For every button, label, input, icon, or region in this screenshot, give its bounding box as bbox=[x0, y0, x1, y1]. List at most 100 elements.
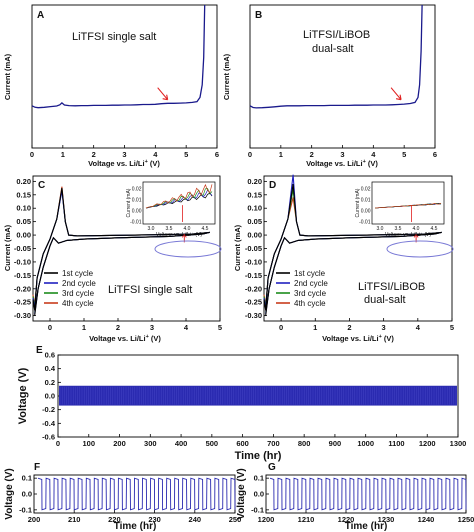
panel-a-series-line bbox=[31, 4, 206, 109]
panel-c-inset: 3.0 3.5 4.0 4.5 0.02 0.01 0.00 -0.01 Current (mA… bbox=[126, 181, 216, 238]
panel-f-label: F bbox=[34, 462, 40, 473]
x-tick-label: 0 bbox=[248, 150, 252, 159]
panel-g-voltage-trace bbox=[269, 477, 467, 511]
y-tick-label: 0.05 bbox=[16, 217, 31, 226]
inset-y-tick-label: -0.01 bbox=[130, 220, 142, 226]
inset-x-tick-label: 4.5 bbox=[431, 226, 438, 232]
y-tick-label: -0.20 bbox=[245, 284, 262, 293]
x-tick-label: 1240 bbox=[418, 515, 435, 524]
x-tick-label: 5 bbox=[450, 323, 454, 332]
y-tick-label: 0.1 bbox=[254, 474, 264, 483]
x-tick-label: 0 bbox=[48, 323, 52, 332]
panel-b-arrow bbox=[390, 87, 402, 101]
panel-g-label: G bbox=[268, 462, 276, 473]
panel-b-xticks: 0 1 2 3 4 5 6 bbox=[248, 145, 437, 159]
inset-y-tick-label: 0.02 bbox=[132, 187, 142, 193]
panel-a: A LiTFSI single salt Current (mA) Voltag… bbox=[3, 4, 219, 168]
panel-f-voltage-trace bbox=[37, 477, 236, 511]
panel-d-annotation-line1: LiTFSI/LiBOB bbox=[358, 281, 425, 293]
x-tick-label: 1250 bbox=[458, 515, 474, 524]
legend-label: 2nd cycle bbox=[294, 279, 328, 288]
y-tick-label: -0.30 bbox=[14, 311, 31, 320]
x-tick-label: 700 bbox=[267, 439, 280, 448]
panel-c-ylabel: Current (mA) bbox=[3, 224, 12, 271]
inset-ylabel: Current (mA) bbox=[126, 188, 132, 217]
x-tick-label: 400 bbox=[175, 439, 188, 448]
inset-x-tick-label: 4.5 bbox=[202, 226, 209, 232]
panel-a-arrow bbox=[157, 87, 169, 101]
inset-y-tick-label: -0.01 bbox=[359, 220, 371, 226]
inset-xlabel: Voltage vs. Li/Li+ (V) bbox=[156, 232, 202, 238]
inset-x-tick-label: 4.0 bbox=[184, 226, 191, 232]
panel-d-annotation-line2: dual-salt bbox=[364, 294, 406, 306]
inset-curve-4 bbox=[145, 183, 213, 209]
x-tick-label: 220 bbox=[108, 515, 121, 524]
x-tick-label: 1200 bbox=[419, 439, 436, 448]
x-tick-label: 100 bbox=[83, 439, 96, 448]
inset-xlabel: Voltage vs. Li/Li+ (V) bbox=[385, 232, 431, 238]
panel-d-ylabel: Current (mA) bbox=[233, 224, 242, 271]
inset-y-tick-label: 0.00 bbox=[132, 209, 142, 215]
y-tick-label: -0.05 bbox=[14, 244, 31, 253]
x-tick-label: 0 bbox=[30, 150, 34, 159]
panel-c-cv-curves bbox=[32, 186, 210, 316]
inset-y-tick-label: 0.01 bbox=[132, 198, 142, 204]
y-tick-label: 0.15 bbox=[247, 190, 262, 199]
panel-e: E Voltage (V) Time (hr) 0 100 200 300 400 500… bbox=[17, 345, 466, 462]
panel-b-frame bbox=[249, 4, 436, 149]
panel-e-label: E bbox=[36, 345, 43, 356]
x-tick-label: 2 bbox=[310, 150, 314, 159]
x-tick-label: 200 bbox=[28, 515, 41, 524]
panel-c-annotation: LiTFSI single salt bbox=[108, 284, 192, 296]
y-tick-label: 0.2 bbox=[45, 378, 55, 387]
x-tick-label: 1100 bbox=[388, 439, 404, 448]
x-tick-label: 6 bbox=[215, 150, 219, 159]
y-tick-label: -0.15 bbox=[245, 271, 262, 280]
x-tick-label: 0 bbox=[279, 323, 283, 332]
panel-f-ticks: 200 210 220 230 240 250 0.1 0.0 -0.1 bbox=[19, 474, 241, 524]
panel-c-highlight-ellipse bbox=[154, 240, 222, 258]
y-tick-label: -0.20 bbox=[14, 284, 31, 293]
panel-d-inset: 3.0 3.5 4.0 4.5 0.02 0.01 0.00 -0.01 Current (mA… bbox=[355, 181, 445, 238]
panel-g: G Voltage (V) Time (hr) 1200 1210 1220 1230… bbox=[236, 462, 474, 532]
x-tick-label: 4 bbox=[153, 150, 158, 159]
panel-b-xlabel: Voltage vs. Li/Li+ (V) bbox=[306, 159, 378, 168]
y-tick-label: -0.1 bbox=[251, 505, 264, 514]
legend-label: 2nd cycle bbox=[62, 279, 96, 288]
y-tick-label: 0.10 bbox=[16, 204, 31, 213]
panel-d-xlabel: Voltage vs. Li/Li+ (V) bbox=[322, 334, 394, 343]
inset-y-tick-label: 0.01 bbox=[361, 198, 371, 204]
panel-a-label: A bbox=[37, 10, 44, 21]
panel-e-band-texture bbox=[59, 386, 457, 405]
y-tick-label: -0.15 bbox=[14, 271, 31, 280]
panel-a-xticks: 0 1 2 3 4 5 6 bbox=[30, 145, 219, 159]
x-tick-label: 900 bbox=[329, 439, 342, 448]
y-tick-label: 0.1 bbox=[22, 474, 32, 483]
x-tick-label: 1000 bbox=[357, 439, 374, 448]
panel-c-label: C bbox=[38, 180, 45, 191]
y-tick-label: 0.10 bbox=[247, 204, 262, 213]
legend-label: 4th cycle bbox=[62, 299, 94, 308]
legend-label: 3rd cycle bbox=[62, 289, 95, 298]
y-tick-label: 0.0 bbox=[254, 490, 264, 499]
panel-f-xlabel: Time (hr) bbox=[114, 521, 157, 532]
inset-x-tick-label: 3.0 bbox=[377, 226, 384, 232]
panel-d-ticks: 0 1 2 3 4 5 0.20 0.15 0.10 0.05 0.00 -0.05 -0.10 -0.1… bbox=[245, 177, 454, 332]
x-tick-label: 2 bbox=[347, 323, 351, 332]
inset-x-tick-label: 3.5 bbox=[166, 226, 173, 232]
x-tick-label: 800 bbox=[298, 439, 311, 448]
y-tick-label: 0.00 bbox=[247, 231, 262, 240]
panel-e-xlabel: Time (hr) bbox=[235, 450, 282, 462]
y-tick-label: 0.0 bbox=[22, 490, 32, 499]
panel-d: D Current (mA) Voltage vs. Li/Li+ (V) 0 1… bbox=[233, 174, 454, 343]
inset-curve-2 bbox=[145, 189, 213, 209]
panel-a-ylabel: Current (mA) bbox=[3, 53, 12, 100]
x-tick-label: 1 bbox=[279, 150, 283, 159]
y-tick-label: -0.6 bbox=[42, 433, 55, 442]
y-tick-label: -0.2 bbox=[42, 405, 55, 414]
panel-c: C Current (mA) Voltage vs. Li/Li+ (V) 0 1… bbox=[3, 175, 222, 343]
y-tick-label: 0.05 bbox=[247, 217, 262, 226]
x-tick-label: 0 bbox=[56, 439, 60, 448]
x-tick-label: 4 bbox=[416, 323, 421, 332]
